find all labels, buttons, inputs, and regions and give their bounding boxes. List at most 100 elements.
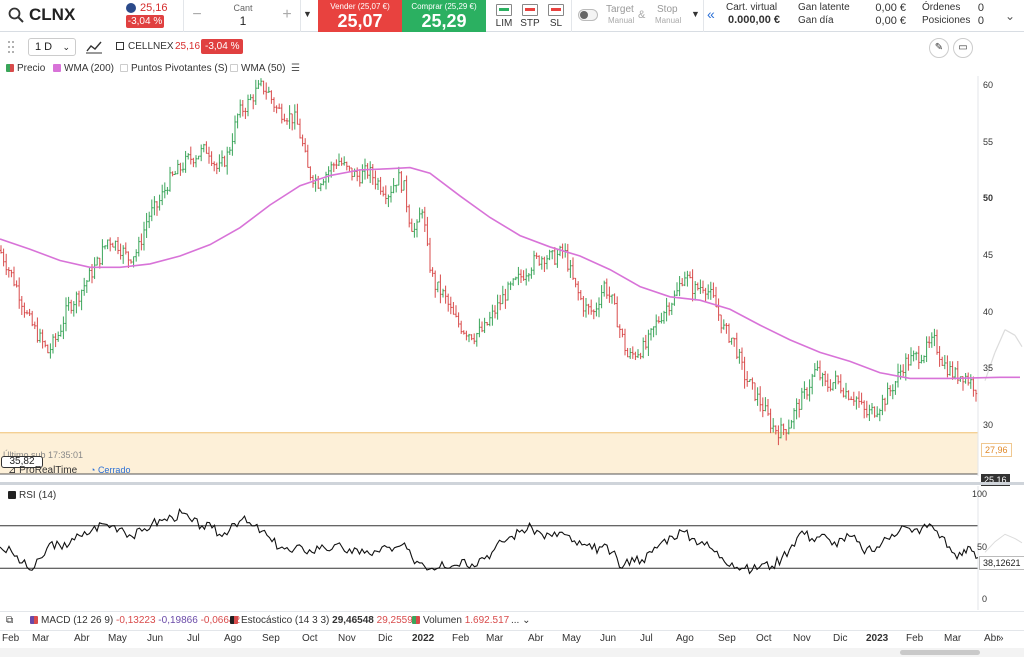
divider	[0, 630, 1024, 631]
panel-splitter[interactable]	[0, 482, 1024, 485]
legend-wma50-label: WMA (50)	[241, 63, 286, 74]
instrument-name: CELLNEX	[128, 41, 174, 52]
rsi-chart[interactable]	[0, 486, 1024, 610]
last-update: Último sub 17:35:01	[3, 450, 84, 460]
stop-icon	[522, 4, 538, 16]
more-indicators-label: ...	[511, 615, 520, 626]
quantity-value[interactable]: 1	[239, 14, 247, 28]
price-tick: 50	[982, 193, 993, 204]
instrument-info[interactable]: CELLNEX	[116, 41, 174, 52]
toggle-knob	[580, 11, 588, 19]
legend-price[interactable]: Precio	[6, 62, 45, 76]
stoploss-order-button[interactable]: SL	[542, 2, 570, 30]
time-tick: Mar	[32, 633, 50, 644]
legend-wma50[interactable]: WMA (50)	[230, 62, 285, 76]
time-tick: Sep	[262, 633, 280, 644]
macd-v1: -0,13223	[116, 615, 156, 626]
day-gain-label: Gan día	[798, 15, 834, 26]
time-tick: Abr	[528, 633, 544, 644]
time-tick: Jun	[600, 633, 617, 644]
globe-icon	[126, 3, 136, 13]
more-icon[interactable]: ⌄	[1005, 9, 1016, 23]
rsi-tick-0: 0	[981, 594, 987, 604]
legend-wma200-label: WMA (200)	[64, 63, 115, 74]
target-label[interactable]: Target	[606, 4, 634, 15]
rsi-projection	[984, 533, 1023, 553]
day-gain-value: 0,00 €	[875, 15, 906, 27]
stoch-v1: 29,46548	[332, 615, 374, 626]
timeframe-select[interactable]: 1 D ⌄	[28, 38, 76, 56]
drag-handle-icon[interactable]	[7, 40, 15, 54]
macd-v3: -0,06642	[200, 615, 241, 626]
time-tick: 2023	[866, 633, 889, 644]
stop-target-label[interactable]: Stop	[657, 4, 678, 15]
chevron-down-icon: ⌄	[62, 42, 70, 52]
quantity-stepper[interactable]: − Cant 1 +	[183, 0, 301, 32]
projection-segment	[1004, 329, 1016, 336]
more-indicators[interactable]: ... ⌄	[511, 614, 531, 628]
price-tick: 55	[982, 136, 993, 147]
list-icon[interactable]: ☰	[291, 63, 300, 74]
stop-label: STP	[520, 18, 540, 29]
chart-type-icon[interactable]	[86, 40, 102, 54]
projection-segment	[984, 352, 996, 381]
time-tick: Feb	[2, 633, 20, 644]
chevron-down-icon[interactable]: ▼	[303, 9, 312, 19]
bracket-toggle[interactable]	[578, 9, 598, 21]
time-tick: Sep	[718, 633, 736, 644]
time-tick: Feb	[906, 633, 924, 644]
stop-target-sub: Manual	[655, 16, 682, 25]
prorealtime-text: ProRealTime	[19, 465, 78, 476]
market-status: ◔ Cerrado	[90, 465, 130, 475]
rsi-title[interactable]: RSI (14)	[8, 490, 56, 501]
scrollbar-thumb[interactable]	[900, 650, 980, 655]
wrench-icon[interactable]: ✎	[929, 38, 949, 58]
price-swatch	[6, 64, 14, 72]
chevron-down-icon[interactable]: ▼	[691, 9, 700, 19]
sell-button[interactable]: Vender (25,07 €) 25,07	[318, 0, 402, 32]
collapse-icon[interactable]: «	[707, 6, 715, 22]
time-tick: May	[108, 633, 127, 644]
restore-icon[interactable]: ⧉	[6, 615, 14, 626]
pivot-tag: 27,96	[981, 443, 1012, 457]
divider	[703, 0, 704, 32]
price-cursor-box: 35,82	[1, 456, 43, 468]
timeframe-value: 1 D	[35, 41, 53, 53]
time-tick: Ago	[224, 633, 242, 644]
instrument-change: -3,04 %	[201, 39, 244, 54]
price-tick: 40	[982, 306, 993, 317]
rsi-tick-100: 100	[971, 489, 987, 499]
volume-indicator[interactable]: Volumen 1.692.517	[412, 614, 509, 628]
time-tick: Jul	[187, 633, 200, 644]
latent-gain-value: 0,00 €	[875, 2, 906, 14]
window-icon[interactable]: ▭	[953, 38, 973, 58]
plus-icon[interactable]: +	[282, 6, 292, 23]
legend-pivots[interactable]: Puntos Pivotantes (S)	[120, 62, 228, 76]
orders-value: 0	[977, 2, 984, 14]
buy-button[interactable]: Comprar (25,29 €) 25,29	[402, 0, 486, 32]
horizontal-scrollbar[interactable]	[0, 648, 1024, 657]
search-icon[interactable]	[8, 7, 24, 23]
positions-label[interactable]: Posiciones	[922, 15, 971, 26]
orders-label[interactable]: Órdenes	[922, 2, 961, 13]
time-tick: Dic	[378, 633, 393, 644]
pr-icon: ⊿	[8, 465, 20, 476]
stop-order-button[interactable]: STP	[516, 2, 544, 30]
time-tick: Dic	[833, 633, 848, 644]
macd-swatch	[30, 616, 38, 624]
scroll-end-icon[interactable]: »	[998, 633, 1004, 644]
macd-indicator[interactable]: MACD (12 26 9) -0,13223 -0,19866 -0,0664…	[30, 614, 240, 628]
minus-icon[interactable]: −	[192, 6, 202, 23]
symbol-label[interactable]: CLNX	[29, 5, 76, 24]
limit-order-button[interactable]: LIM	[490, 2, 518, 30]
time-tick: May	[562, 633, 581, 644]
price-chart[interactable]	[0, 76, 1024, 476]
stochastic-indicator[interactable]: Estocástico (14 3 3) 29,46548 29,25593	[230, 614, 418, 628]
rsi-title-text: RSI (14)	[19, 490, 57, 501]
projection-segment	[1014, 335, 1023, 347]
trading-bar: CLNX 25,16 -3,04 % − Cant 1 + ▼ Vender (…	[0, 0, 1024, 32]
time-tick: Ago	[676, 633, 694, 644]
legend-wma200[interactable]: WMA (200)	[53, 62, 114, 76]
ampersand: &	[638, 9, 646, 21]
price-tick: 60	[982, 80, 993, 90]
